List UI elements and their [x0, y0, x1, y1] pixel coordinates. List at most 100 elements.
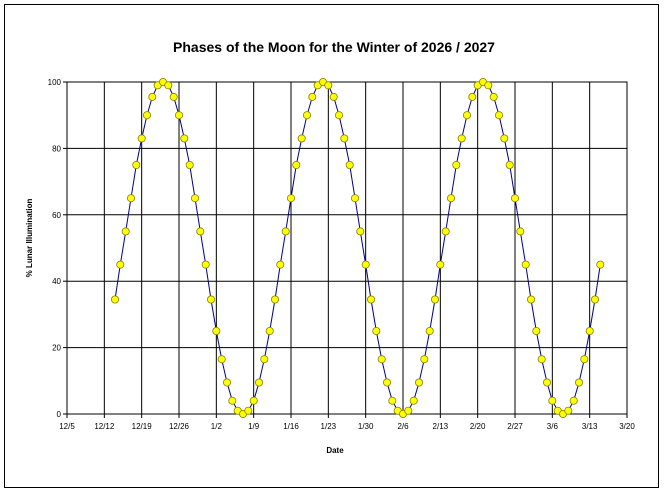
- series-line: [114, 81, 601, 415]
- data-point: [580, 355, 589, 364]
- data-point: [217, 355, 226, 364]
- data-point: [276, 260, 285, 269]
- x-tick-label: 12/19: [132, 422, 153, 431]
- x-tick-labels: 12/5 12/12 12/19 12/26 1/2 1/9 1/16 1/23 1/30 2/6…: [59, 422, 635, 431]
- data-point: [254, 378, 263, 387]
- data-point: [132, 160, 141, 169]
- data-point: [361, 260, 370, 269]
- data-point: [169, 92, 178, 101]
- data-point: [436, 260, 445, 269]
- x-tick-label: 3/6: [547, 422, 559, 431]
- data-point: [532, 326, 541, 335]
- data-point: [414, 378, 423, 387]
- x-tick-label: 2/13: [433, 422, 449, 431]
- x-tick-label: 1/30: [358, 422, 374, 431]
- data-point: [297, 134, 306, 143]
- data-point: [350, 194, 359, 203]
- data-point: [116, 260, 125, 269]
- data-point: [222, 378, 231, 387]
- data-point: [484, 81, 493, 90]
- data-point: [527, 295, 536, 304]
- data-point: [180, 134, 189, 143]
- y-tick-label: 20: [52, 344, 61, 353]
- data-point: [206, 295, 215, 304]
- data-point: [452, 160, 461, 169]
- data-point: [457, 134, 466, 143]
- x-axis-label: Date: [326, 446, 344, 455]
- y-tick-label: 80: [52, 144, 61, 153]
- data-point: [409, 396, 418, 405]
- data-point: [521, 260, 530, 269]
- data-point: [575, 378, 584, 387]
- x-tick-label: 12/26: [169, 422, 190, 431]
- data-point: [190, 194, 199, 203]
- axes: [66, 81, 628, 415]
- x-tick-label: 12/5: [59, 422, 75, 431]
- x-tick-label: 1/2: [211, 422, 223, 431]
- data-point: [591, 295, 600, 304]
- x-tick-label: 2/20: [470, 422, 486, 431]
- data-point: [111, 295, 120, 304]
- data-point: [334, 111, 343, 120]
- data-point: [489, 92, 498, 101]
- data-point: [543, 378, 552, 387]
- x-tick-label: 12/12: [94, 422, 115, 431]
- y-axis-label: % Lunar Illumination: [25, 199, 34, 278]
- data-point: [564, 406, 573, 415]
- data-point: [494, 111, 503, 120]
- data-point: [500, 134, 509, 143]
- chart: Phases of the Moon for the Winter of 202…: [25, 39, 635, 455]
- data-point: [292, 160, 301, 169]
- data-point: [382, 378, 391, 387]
- data-point: [174, 111, 183, 120]
- chart-title: Phases of the Moon for the Winter of 202…: [173, 39, 495, 55]
- data-point: [510, 194, 519, 203]
- x-tick-label: 1/9: [248, 422, 260, 431]
- data-point: [142, 111, 151, 120]
- data-point: [537, 355, 546, 364]
- series-polyline: [114, 81, 601, 415]
- data-point: [516, 227, 525, 236]
- data-point: [462, 111, 471, 120]
- data-point: [441, 227, 450, 236]
- y-tick-label: 60: [52, 211, 61, 220]
- data-point: [281, 227, 290, 236]
- data-point: [185, 160, 194, 169]
- x-tick-label: 2/6: [397, 422, 409, 431]
- data-point: [585, 326, 594, 335]
- y-tick-label: 40: [52, 277, 61, 286]
- y-tick-label: 0: [57, 410, 62, 419]
- data-point: [228, 396, 237, 405]
- data-point: [505, 160, 514, 169]
- x-tick-label: 1/16: [283, 422, 299, 431]
- x-tick-label: 2/27: [507, 422, 523, 431]
- data-point: [420, 355, 429, 364]
- x-tick-label: 3/13: [582, 422, 598, 431]
- chart-frame: Phases of the Moon for the Winter of 202…: [4, 4, 659, 488]
- data-point: [569, 396, 578, 405]
- data-point: [265, 326, 274, 335]
- data-point: [596, 260, 605, 269]
- data-point: [201, 260, 210, 269]
- data-point: [548, 396, 557, 405]
- data-point: [137, 134, 146, 143]
- data-point: [356, 227, 365, 236]
- data-points: [111, 78, 605, 418]
- data-point: [324, 81, 333, 90]
- data-point: [366, 295, 375, 304]
- data-point: [329, 92, 338, 101]
- data-point: [244, 406, 253, 415]
- data-point: [270, 295, 279, 304]
- data-point: [308, 92, 317, 101]
- x-tick-label: 3/20: [619, 422, 635, 431]
- y-tick-label: 100: [48, 78, 62, 87]
- data-point: [121, 227, 130, 236]
- plot-border: [66, 81, 628, 415]
- data-point: [127, 194, 136, 203]
- data-point: [372, 326, 381, 335]
- data-point: [212, 326, 221, 335]
- data-point: [260, 355, 269, 364]
- data-point: [446, 194, 455, 203]
- data-point: [388, 396, 397, 405]
- data-point: [196, 227, 205, 236]
